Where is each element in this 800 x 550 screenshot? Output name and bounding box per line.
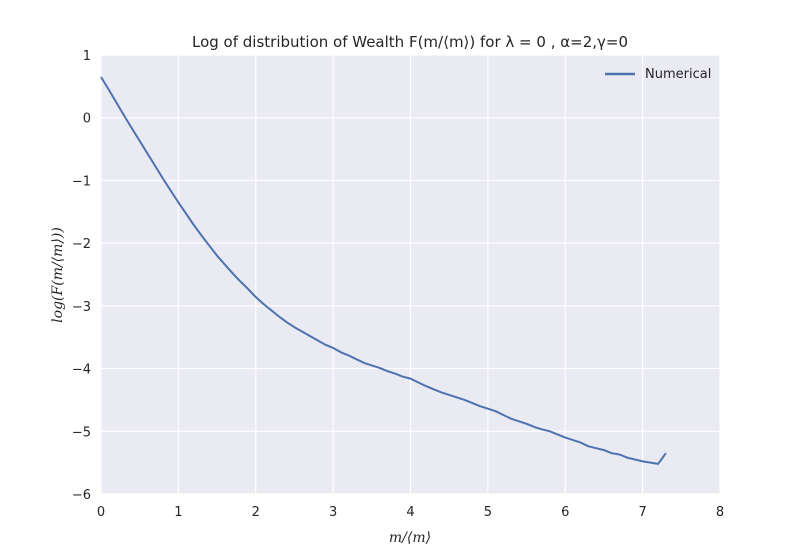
y-tick-label: −4 [72, 363, 91, 378]
x-tick-label: 8 [716, 505, 724, 520]
grid-lines [100, 54, 721, 495]
y-tick-label: −3 [72, 300, 91, 315]
series-layer [100, 76, 667, 465]
x-tick-label: 3 [329, 505, 337, 520]
y-tick-label: −6 [72, 488, 91, 503]
x-tick-label: 4 [406, 505, 414, 520]
legend: Numerical [605, 67, 711, 82]
x-tick-label: 6 [561, 505, 569, 520]
x-tick-labels: 0 1 2 3 4 5 6 7 8 [97, 505, 724, 520]
y-tick-label: −1 [72, 174, 91, 189]
y-tick-label: −5 [72, 425, 91, 440]
series-line-numerical [100, 76, 667, 465]
y-tick-label: −2 [72, 237, 91, 252]
y-tick-label: 1 [83, 49, 91, 64]
chart-title: Log of distribution of Wealth F(m/⟨m⟩) f… [192, 33, 628, 51]
y-axis-label: log(F(m/⟨m⟩)) [50, 227, 66, 323]
y-tick-labels: 1 0 −1 −2 −3 −4 −5 −6 [72, 49, 91, 503]
x-tick-label: 0 [97, 505, 105, 520]
legend-label-numerical: Numerical [645, 67, 711, 82]
x-tick-label: 2 [252, 505, 260, 520]
x-tick-label: 1 [174, 505, 182, 520]
x-tick-label: 7 [638, 505, 646, 520]
y-tick-label: 0 [83, 112, 91, 127]
x-tick-label: 5 [484, 505, 492, 520]
x-axis-label: m/⟨m⟩ [389, 530, 431, 546]
